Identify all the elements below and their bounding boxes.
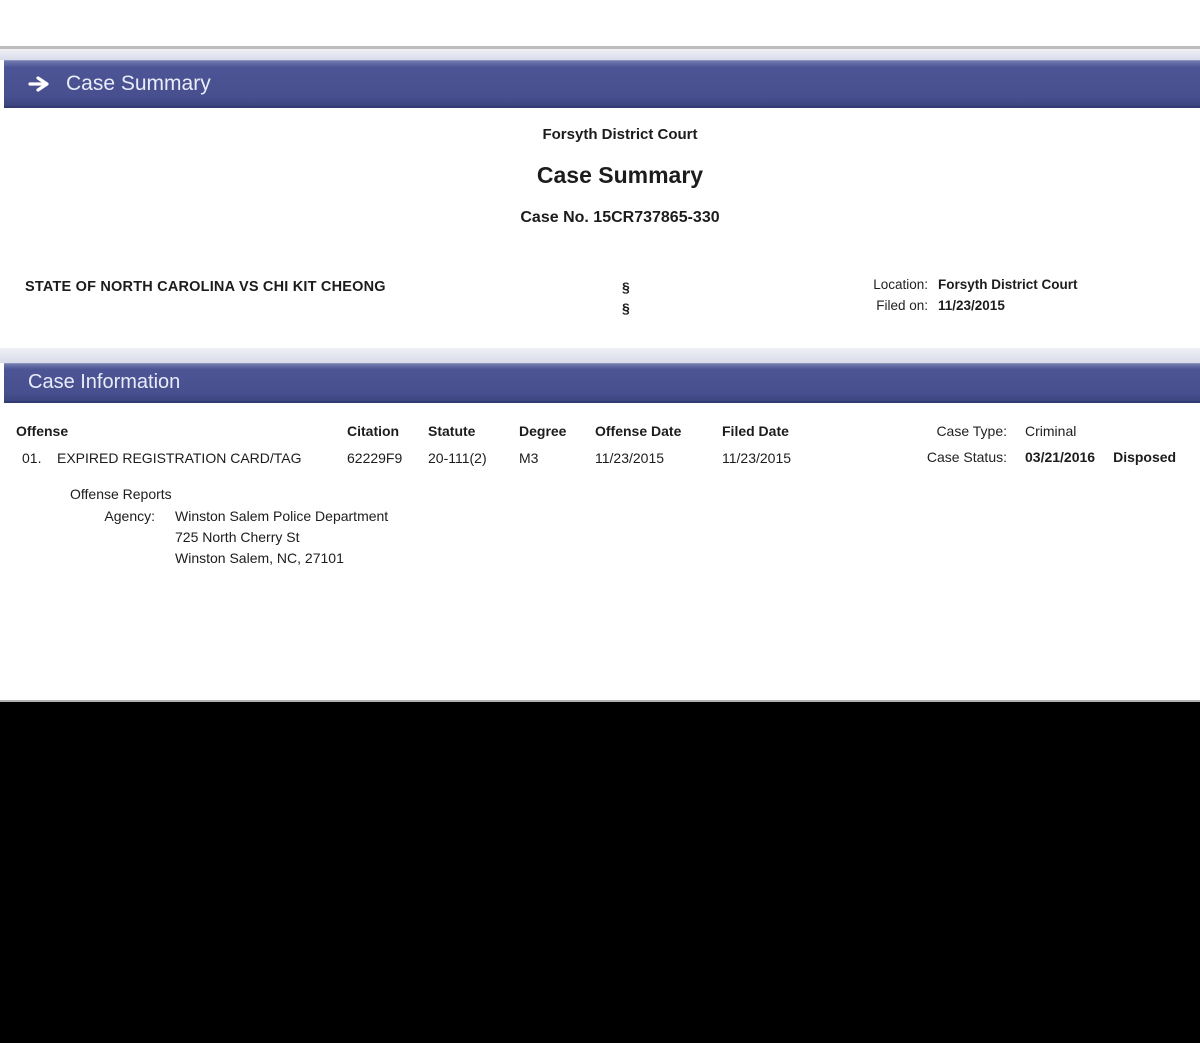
section-title-case-information: Case Information [28,371,181,393]
agency-block: Agency: Winston Salem Police Department … [75,506,388,569]
section-header-case-summary[interactable]: Case Summary [4,60,1200,108]
filed-on-row: Filed on: 11/23/2015 [740,295,1078,316]
offense-reports-title: Offense Reports [70,486,172,502]
section-symbol: § [622,300,630,316]
filed-date-value: 11/23/2015 [722,450,792,466]
section-symbol-column: § § [622,277,630,319]
top-divider-line [0,46,1200,49]
column-header-citation: Citation [347,423,400,439]
agency-street: 725 North Cherry St [175,529,300,545]
column-header-filed-date: Filed Date [722,423,789,439]
case-type-row: Case Type: Criminal [850,423,1076,439]
case-status-row: Case Status: 03/21/2016 Disposed [850,449,1176,465]
agency-address: Winston Salem Police Department 725 Nort… [175,506,388,569]
column-header-degree: Degree [519,423,567,439]
offense-citation: 62229F9 [347,450,403,466]
case-type-value: Criminal [1025,423,1077,439]
offense-degree: M3 [519,450,539,466]
section-title-case-summary: Case Summary [66,71,211,95]
case-status-date: 03/21/2016 [1025,449,1096,465]
location-filed-block: Location: Forsyth District Court Filed o… [740,274,1078,316]
column-header-offense: Offense [16,423,69,439]
section-header-case-information[interactable]: Case Information [4,363,1200,403]
offense-statute: 20-111(2) [428,450,487,466]
column-header-offense-date: Offense Date [595,423,682,439]
court-name: Forsyth District Court [542,126,698,143]
offense-row-number: 01. [22,450,42,466]
section-gap-strip [0,348,1200,363]
letterbox-black-area [0,700,1200,1043]
agency-label: Agency: [104,508,155,524]
offense-description: EXPIRED REGISTRATION CARD/TAG [57,450,302,466]
location-value: Forsyth District Court [938,277,1078,292]
location-label: Location: [873,277,928,292]
top-gap-strip [0,49,1200,60]
case-status-label: Case Status: [926,449,1007,465]
page-title: Case Summary [536,162,704,188]
section-symbol: § [622,279,630,295]
case-number: Case No. 15CR737865-330 [520,209,720,226]
filed-on-value: 11/23/2015 [938,298,1005,313]
location-row: Location: Forsyth District Court [740,274,1078,295]
case-status-value: Disposed [1113,449,1177,465]
filed-on-label: Filed on: [876,298,928,313]
agency-name: Winston Salem Police Department [175,508,389,524]
arrow-right-icon [28,75,52,92]
agency-city: Winston Salem, NC, 27101 [175,550,344,566]
column-header-statute: Statute [428,423,476,439]
case-party-title: STATE OF NORTH CAROLINA VS CHI KIT CHEON… [25,279,386,295]
offense-date-value: 11/23/2015 [595,450,665,466]
top-white-strip [0,0,1200,46]
case-type-label: Case Type: [936,423,1007,439]
